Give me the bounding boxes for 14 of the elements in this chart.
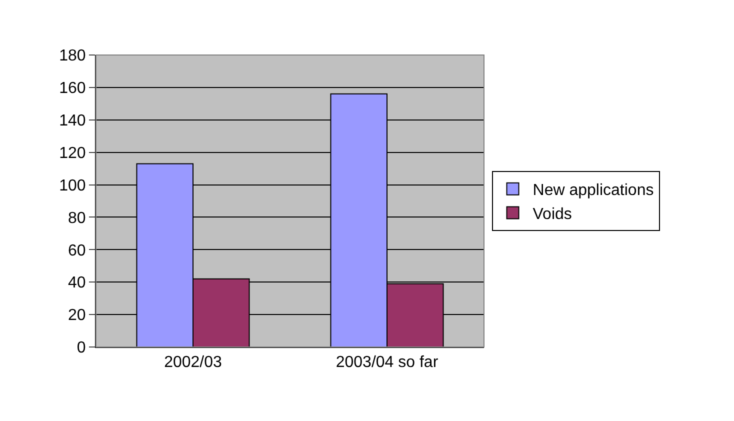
y-tick-label: 160 <box>59 80 86 98</box>
y-tick-label: 80 <box>68 210 86 227</box>
y-tick-label: 100 <box>59 177 86 194</box>
x-tick-label: 2003/04 so far <box>336 354 439 372</box>
x-tick-label: 2002/03 <box>164 354 222 372</box>
y-tick-label: 20 <box>68 307 86 324</box>
y-tick-label: 140 <box>59 112 86 130</box>
y-tick-label: 180 <box>59 48 86 65</box>
legend-label: New applications <box>532 182 654 200</box>
y-tick-label: 0 <box>76 340 86 357</box>
y-tick-label: 40 <box>68 274 86 292</box>
y-tick-label: 60 <box>68 242 86 260</box>
legend-label: Voids <box>532 206 572 223</box>
y-tick-label: 120 <box>59 144 86 162</box>
